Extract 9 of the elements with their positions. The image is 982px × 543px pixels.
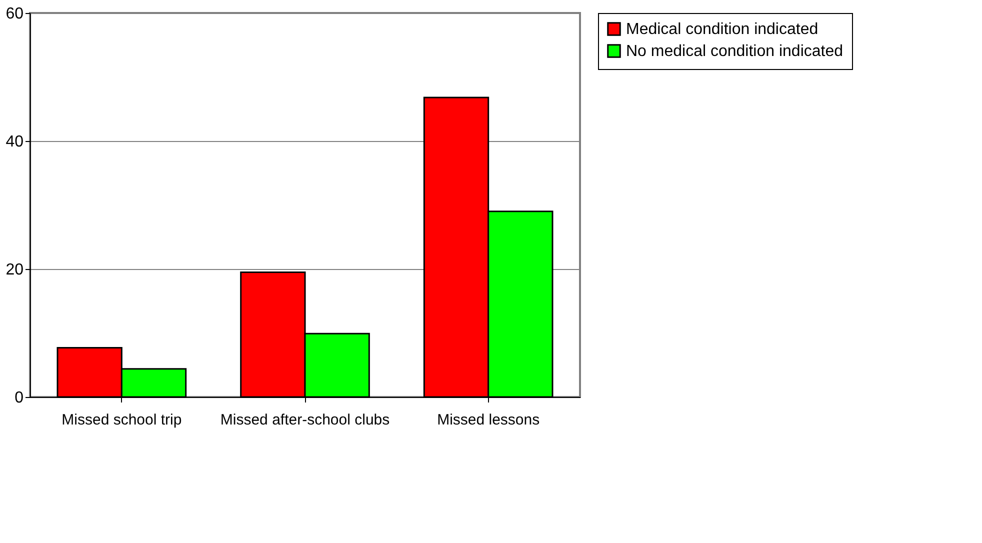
y-tick-label: 0 (14, 390, 24, 406)
legend-label: Medical condition indicated (626, 21, 818, 38)
legend-label: No medical condition indicated (626, 43, 844, 60)
x-tick-label: Missed lessons (437, 412, 540, 428)
y-tick-label: 40 (6, 134, 24, 150)
y-tick-label: 60 (6, 6, 24, 22)
x-tick-label: Missed school trip (62, 412, 182, 428)
y-tick-label: 20 (6, 262, 24, 278)
x-tick-label: Missed after-school clubs (220, 412, 390, 428)
